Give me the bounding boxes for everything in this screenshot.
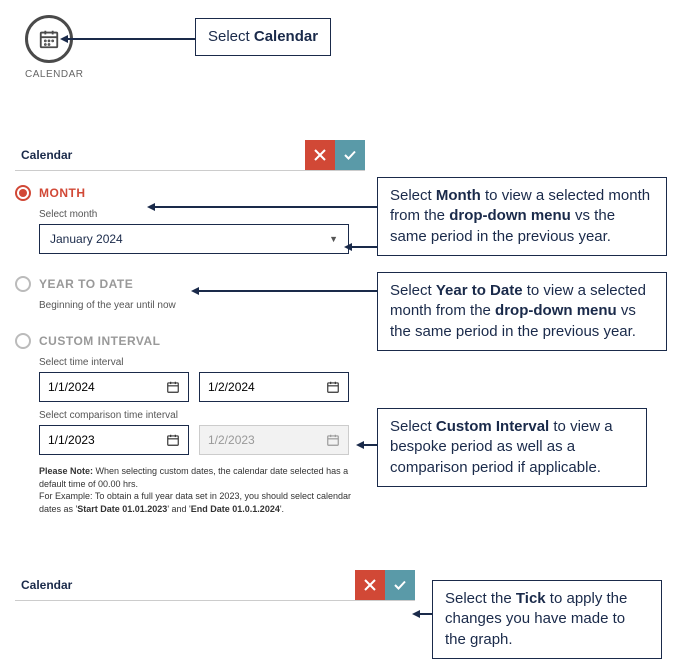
callout-strong: Tick <box>516 590 546 607</box>
panel-title: Calendar <box>21 578 72 592</box>
header-actions <box>355 570 415 600</box>
callout-text: Select the <box>445 590 516 607</box>
option-ytd-label: YEAR TO DATE <box>39 277 133 291</box>
checkmark-icon <box>392 577 408 593</box>
panel-title: Calendar <box>21 148 72 162</box>
panel-header: Calendar <box>15 140 365 171</box>
date-value: 1/2/2024 <box>208 380 255 394</box>
month-selected-value: January 2024 <box>50 232 123 246</box>
calendar-icon-section: CALENDAR <box>25 15 673 80</box>
header-actions <box>305 140 365 170</box>
callout-text: Select <box>390 187 436 204</box>
date-value: 1/1/2023 <box>48 433 95 447</box>
custom-sub-label-1: Select time interval <box>39 357 673 368</box>
arrow-line <box>197 290 377 292</box>
date-value: 1/1/2024 <box>48 380 95 394</box>
arrow-line <box>362 444 377 446</box>
callout-text: Select <box>390 418 436 435</box>
note-strong: Please Note: <box>39 466 93 476</box>
callout-strong: Month <box>436 187 481 204</box>
option-custom-label: CUSTOM INTERVAL <box>39 334 161 348</box>
date-end-2[interactable]: 1/2/2023 <box>199 425 349 455</box>
calendar-icon <box>326 380 340 394</box>
calendar-icon <box>38 28 60 50</box>
calendar-icon <box>166 433 180 447</box>
note-strong: Start Date 01.01.2023 <box>77 504 167 514</box>
close-icon <box>313 148 327 162</box>
arrow-line <box>153 206 377 208</box>
calendar-icon <box>166 380 180 394</box>
arrow-tip <box>344 243 352 251</box>
close-icon <box>363 578 377 592</box>
arrow-line <box>350 246 377 248</box>
close-button[interactable] <box>305 140 335 170</box>
calendar-icon <box>326 433 340 447</box>
arrow-tip <box>356 441 364 449</box>
arrow-tip <box>412 610 420 618</box>
callout-text: Select <box>208 28 254 45</box>
confirm-button[interactable] <box>335 140 365 170</box>
note-text: ' and ' <box>167 504 190 514</box>
arrow-tip <box>60 35 68 43</box>
date-value: 1/2/2023 <box>208 433 255 447</box>
callout-strong: Calendar <box>254 28 318 45</box>
panel-header-bottom: Calendar <box>15 570 415 601</box>
calendar-icon-label: CALENDAR <box>25 69 673 80</box>
arrow-tip <box>147 203 155 211</box>
callout-strong: drop-down menu <box>495 302 617 319</box>
callout-ytd: Select Year to Date to view a selected m… <box>377 272 667 351</box>
callout-strong: drop-down menu <box>449 207 571 224</box>
callout-calendar: Select Calendar <box>195 18 331 56</box>
note-block: Please Note: When selecting custom dates… <box>39 465 359 515</box>
callout-custom: Select Custom Interval to view a bespoke… <box>377 408 647 487</box>
callout-text: Select <box>390 282 436 299</box>
arrow-tip <box>191 287 199 295</box>
close-button[interactable] <box>355 570 385 600</box>
radio-ytd[interactable] <box>15 276 31 292</box>
callout-strong: Custom Interval <box>436 418 549 435</box>
radio-month[interactable] <box>15 185 31 201</box>
chevron-down-icon: ▼ <box>329 234 338 244</box>
arrow-line <box>66 38 195 40</box>
radio-custom[interactable] <box>15 333 31 349</box>
callout-tick: Select the Tick to apply the changes you… <box>432 580 662 659</box>
confirm-button[interactable] <box>385 570 415 600</box>
option-month-label: MONTH <box>39 186 86 200</box>
date-end-1[interactable]: 1/2/2024 <box>199 372 349 402</box>
month-dropdown[interactable]: January 2024 ▼ <box>39 224 349 254</box>
note-text: '. <box>280 504 284 514</box>
note-strong: End Date 01.0.1.2024 <box>191 504 280 514</box>
interval-row-1: 1/1/2024 1/2/2024 <box>39 372 673 402</box>
date-start-1[interactable]: 1/1/2024 <box>39 372 189 402</box>
checkmark-icon <box>342 147 358 163</box>
callout-month: Select Month to view a selected month fr… <box>377 177 667 256</box>
date-start-2[interactable]: 1/1/2023 <box>39 425 189 455</box>
arrow-line <box>418 613 432 615</box>
callout-strong: Year to Date <box>436 282 523 299</box>
